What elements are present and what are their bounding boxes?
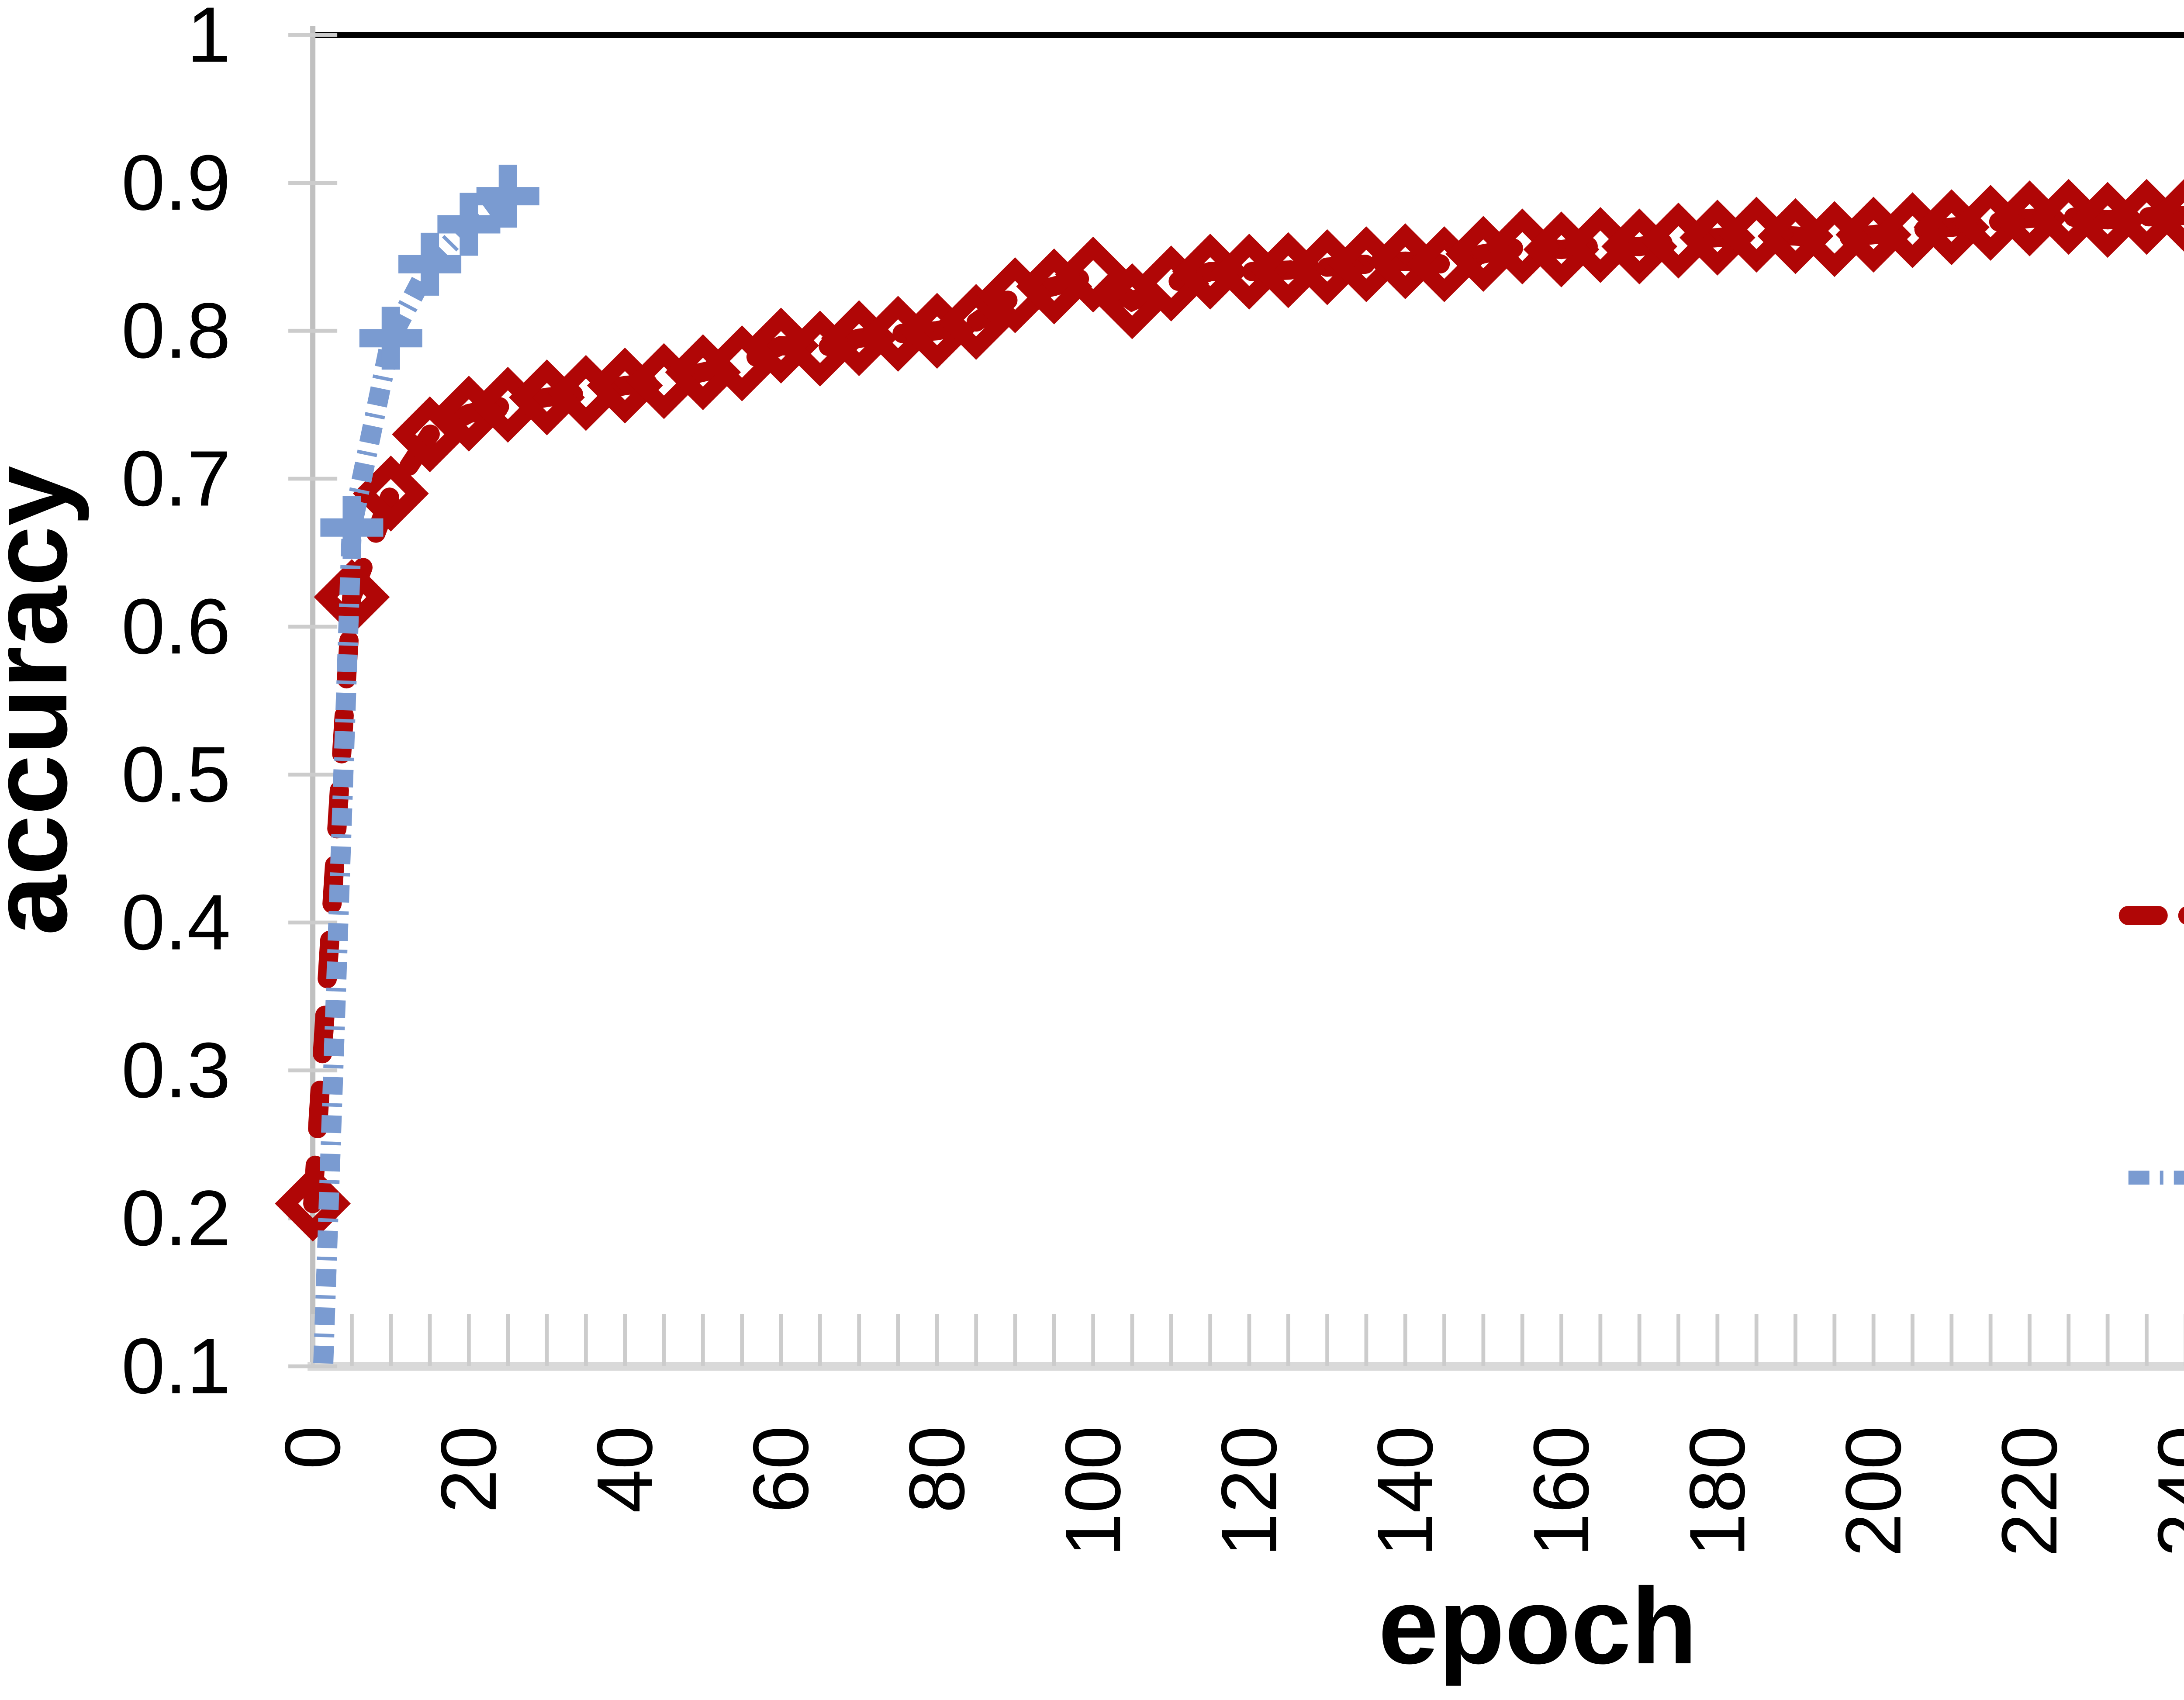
y-axis-tick-labels: 1 0.9 0.8 0.7 0.6 0.5 0.4 0.3 0.2 0.1 — [121, 0, 231, 1410]
diamond-marker-icon — [2147, 179, 2184, 252]
x-tick-label: 220 — [1986, 1426, 2073, 1557]
y-tick-label: 0.8 — [121, 287, 231, 375]
y-tick-label: 0.4 — [121, 879, 231, 967]
y-tick-label: 1 — [187, 0, 231, 79]
x-tick-label: 180 — [1673, 1426, 1761, 1557]
y-tick-label: 0.5 — [121, 731, 231, 819]
x-axis-title: epoch — [1378, 1565, 1697, 1686]
series-line-pcdbn — [303, 206, 2184, 1213]
plus-marker-icon — [398, 232, 462, 296]
plot-area — [275, 165, 2184, 1366]
diamond-marker-icon — [1055, 236, 1131, 313]
y-tick-label: 0.6 — [121, 583, 231, 670]
diamond-marker-icon — [352, 455, 429, 532]
y-axis-title: accuracy — [0, 466, 90, 935]
plus-marker-icon — [476, 165, 539, 228]
x-tick-label: 200 — [1830, 1426, 1918, 1557]
series-line-psgd — [313, 188, 514, 1366]
series-pcdbn — [275, 179, 2184, 1242]
legend: pCDBN pSGD — [2118, 906, 2184, 1185]
y-tick-label: 0.2 — [121, 1175, 231, 1262]
x-tick-label: 40 — [581, 1426, 669, 1513]
x-tick-label: 160 — [1517, 1426, 1605, 1557]
x-tick-label: 120 — [1205, 1426, 1293, 1557]
x-tick-label: 0 — [269, 1426, 357, 1469]
x-tick-label: 60 — [737, 1426, 825, 1513]
y-tick-label: 0.7 — [121, 435, 231, 523]
x-tick-label: 100 — [1049, 1426, 1137, 1557]
plus-marker-icon — [359, 307, 422, 370]
x-tick-label: 240 — [2142, 1426, 2184, 1557]
legend-item-pcdbn: pCDBN — [2118, 906, 2184, 925]
plus-marker-icon — [320, 496, 384, 559]
y-tick-label: 0.1 — [121, 1323, 231, 1410]
x-tick-label: 20 — [425, 1426, 513, 1513]
x-tick-label: 80 — [893, 1426, 981, 1513]
legend-item-psgd: pSGD — [2128, 1171, 2184, 1185]
x-tick-label: 140 — [1362, 1426, 1449, 1557]
y-tick-label: 0.9 — [121, 139, 231, 227]
series-psgd — [313, 165, 539, 1366]
x-axis-tick-labels: 0204060801001201401601802002202402602803… — [269, 1426, 2184, 1557]
diamond-marker-icon — [938, 284, 1014, 360]
x-axis-ticks — [311, 1314, 2184, 1366]
plus-marker-icon — [437, 193, 501, 256]
y-tick-label: 0.3 — [121, 1026, 231, 1114]
